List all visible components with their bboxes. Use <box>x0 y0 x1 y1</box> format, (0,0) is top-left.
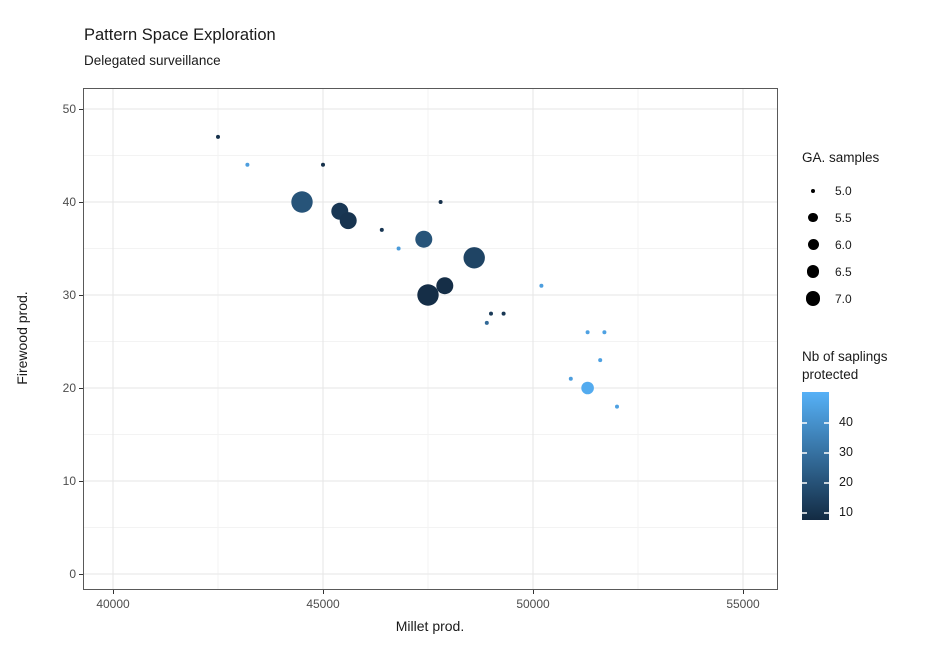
panel-border <box>83 88 778 590</box>
size-legend-dot <box>811 188 815 193</box>
x-tick-mark <box>532 590 534 594</box>
size-legend-item: 6.5 <box>802 258 879 285</box>
y-tick-mark <box>79 294 83 296</box>
data-point <box>415 230 433 248</box>
size-legend-label: 6.5 <box>835 264 852 279</box>
data-point <box>615 404 619 409</box>
data-point <box>379 227 384 232</box>
size-legend-title: GA. samples <box>802 150 880 165</box>
x-tick-label: 50000 <box>516 597 550 611</box>
data-point <box>484 320 489 325</box>
size-legend-label: 6.0 <box>835 237 852 252</box>
size-legend-item: 5.5 <box>802 204 879 231</box>
x-tick-mark <box>742 590 744 594</box>
y-tick-label: 0 <box>69 567 76 581</box>
size-legend-dot <box>805 291 821 306</box>
y-tick-mark <box>79 201 83 203</box>
y-tick-mark <box>79 480 83 482</box>
chart-subtitle: Delegated surveillance <box>84 53 221 68</box>
data-point <box>501 311 506 316</box>
x-tick-label: 55000 <box>726 597 760 611</box>
color-legend-tick <box>802 512 807 515</box>
color-legend-tick-label: 20 <box>839 475 853 490</box>
y-tick-label: 50 <box>62 102 76 116</box>
x-tick-label: 45000 <box>306 597 340 611</box>
color-legend-title: Nb of saplings protected <box>802 349 888 382</box>
x-tick-mark <box>322 590 324 594</box>
color-legend-tick <box>824 452 829 455</box>
size-legend-key-circle <box>802 265 824 278</box>
data-point <box>216 134 220 139</box>
size-legend-item: 7.0 <box>802 285 879 312</box>
size-legend-key-circle <box>802 239 824 250</box>
size-legend-item: 6.0 <box>802 231 879 258</box>
size-legend-label: 7.0 <box>835 291 852 306</box>
size-legend-key-circle <box>802 188 824 193</box>
color-legend-tick <box>802 422 807 425</box>
y-tick-label: 30 <box>62 288 76 302</box>
data-point <box>581 381 594 395</box>
data-point <box>489 311 493 316</box>
x-tick-label: 40000 <box>96 597 130 611</box>
y-tick-mark <box>79 573 83 575</box>
data-point <box>436 277 454 295</box>
y-axis-title: Firewood prod. <box>14 291 30 385</box>
color-legend-gradient-bar: 40 30 20 10 <box>802 392 853 520</box>
data-point <box>463 247 485 269</box>
data-point <box>321 162 325 167</box>
plot-panel <box>83 88 778 590</box>
data-point <box>585 330 590 335</box>
size-legend-dot <box>808 212 818 223</box>
size-legend-dot <box>807 239 819 250</box>
color-legend-tick-label: 10 <box>839 505 853 520</box>
color-legend-tick <box>802 482 807 485</box>
color-legend-tick-label: 30 <box>839 445 853 460</box>
data-point <box>245 162 250 167</box>
color-legend-tick <box>824 482 829 485</box>
color-legend-tick <box>824 512 829 515</box>
y-tick-label: 20 <box>62 381 76 395</box>
size-legend-key-circle <box>802 212 824 223</box>
size-legend-label: 5.5 <box>835 210 852 225</box>
color-legend-tick <box>824 422 829 425</box>
y-tick-mark <box>79 387 83 389</box>
data-point <box>568 376 573 381</box>
data-point <box>598 358 603 363</box>
data-point <box>438 200 443 204</box>
size-legend-dot <box>806 265 820 278</box>
y-tick-label: 10 <box>62 474 76 488</box>
size-legend-label: 5.0 <box>835 183 852 198</box>
data-point <box>339 212 357 230</box>
size-legend-key-circle <box>802 291 824 306</box>
size-legend-items: 5.0 5.5 6.0 6.5 7.0 <box>802 177 879 312</box>
data-point <box>291 191 313 213</box>
chart-title: Pattern Space Exploration <box>84 26 276 44</box>
data-point <box>602 330 607 335</box>
data-point <box>539 283 544 288</box>
color-legend-tick <box>802 452 807 455</box>
y-tick-mark <box>79 108 83 110</box>
data-point <box>396 246 401 251</box>
x-tick-mark <box>112 590 114 594</box>
x-axis-title: Millet prod. <box>395 618 465 634</box>
size-legend-item: 5.0 <box>802 177 879 204</box>
size-legend: GA. samples 5.0 5.5 6.0 6.5 7.0 <box>802 150 879 312</box>
color-legend: Nb of saplings protected 40 30 20 10 <box>802 348 931 520</box>
data-point <box>417 284 439 306</box>
color-legend-tick-label: 40 <box>839 415 853 430</box>
y-tick-label: 40 <box>62 195 76 209</box>
